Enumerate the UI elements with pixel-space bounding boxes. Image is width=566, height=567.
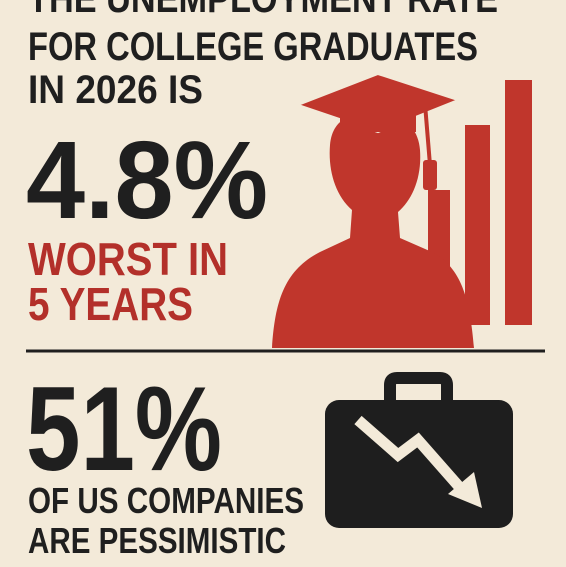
- second-line: ARE PESSIMISTIC: [28, 520, 286, 561]
- headline-stat: 4.8%: [26, 119, 268, 242]
- second-line: OF US COMPANIES: [28, 480, 304, 521]
- second-stat: 51%: [26, 362, 222, 496]
- headline-line: THE UNEMPLOYMENT RATE: [28, 0, 498, 21]
- stat-note: WORST IN: [28, 233, 228, 285]
- briefcase-icon: [325, 372, 513, 528]
- bar-shape: [465, 125, 490, 325]
- bar-shape: [505, 80, 532, 325]
- stat-note: 5 YEARS: [28, 278, 193, 330]
- graduate-icon: [272, 72, 474, 348]
- headline-line: IN 2026 IS: [28, 68, 203, 112]
- headline-line: FOR COLLEGE GRADUATES: [28, 25, 478, 69]
